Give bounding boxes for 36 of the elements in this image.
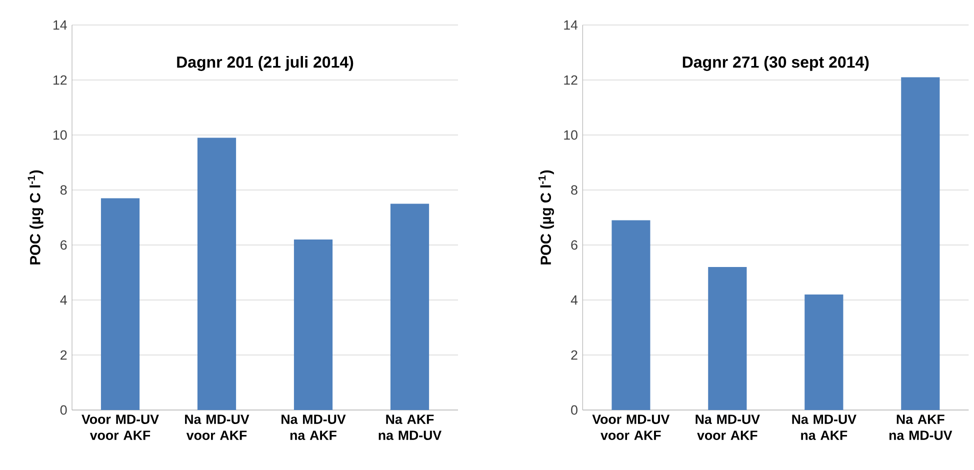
- y-tick-label: 6: [60, 240, 67, 250]
- y-tick-label: 8: [571, 185, 578, 195]
- text: Dagnr 271 (30 sept 2014): [682, 56, 869, 71]
- y-tick-label: 0: [60, 405, 67, 415]
- x-tick-label: Voor MD-UV voor AKF: [82, 414, 159, 440]
- bar: [901, 77, 940, 410]
- y-tick-label: 4: [60, 295, 67, 305]
- y-axis-title: POC (µg C l$^{-1}$): [28, 170, 44, 264]
- x-tick-label: Na MD-UV na AKF: [792, 414, 856, 440]
- bar: [804, 294, 844, 410]
- y-tick-label: 12: [564, 75, 578, 85]
- y-tick-label: 4: [570, 295, 578, 305]
- bar: [197, 138, 236, 410]
- y-tick-label: 0: [571, 405, 578, 415]
- y-tick-label: 2: [60, 350, 67, 360]
- x-tick-label: Na MD-UV na AKF: [282, 414, 346, 440]
- y-tick-label: 2: [571, 350, 578, 360]
- bar: [294, 239, 333, 410]
- y-tick-label: 6: [571, 240, 578, 250]
- bar: [390, 204, 430, 410]
- y-tick-label: 10: [53, 130, 67, 140]
- x-tick-label: Na MD-UV voor AKF: [185, 414, 250, 440]
- y-tick-label: 10: [564, 130, 578, 140]
- x-tick-label: Na MD-UV voor AKF: [696, 414, 760, 440]
- bar: [708, 266, 747, 410]
- x-tick-label: Na AKF na MD-UV: [378, 414, 442, 440]
- y-tick-label: 14: [53, 20, 67, 30]
- text: Dagnr 201 (21 juli 2014): [177, 56, 354, 71]
- x-tick-label: Voor MD-UV voor AKF: [592, 414, 670, 440]
- y-tick-label: 8: [60, 185, 67, 195]
- y-axis-title: POC (µg C l$^{-1}$): [538, 170, 554, 264]
- y-tick-label: 12: [53, 75, 67, 85]
- bar: [100, 198, 140, 410]
- x-tick-label: Na AKF na MD-UV: [889, 414, 952, 440]
- y-tick-label: 14: [564, 20, 578, 30]
- bar: [612, 220, 650, 410]
